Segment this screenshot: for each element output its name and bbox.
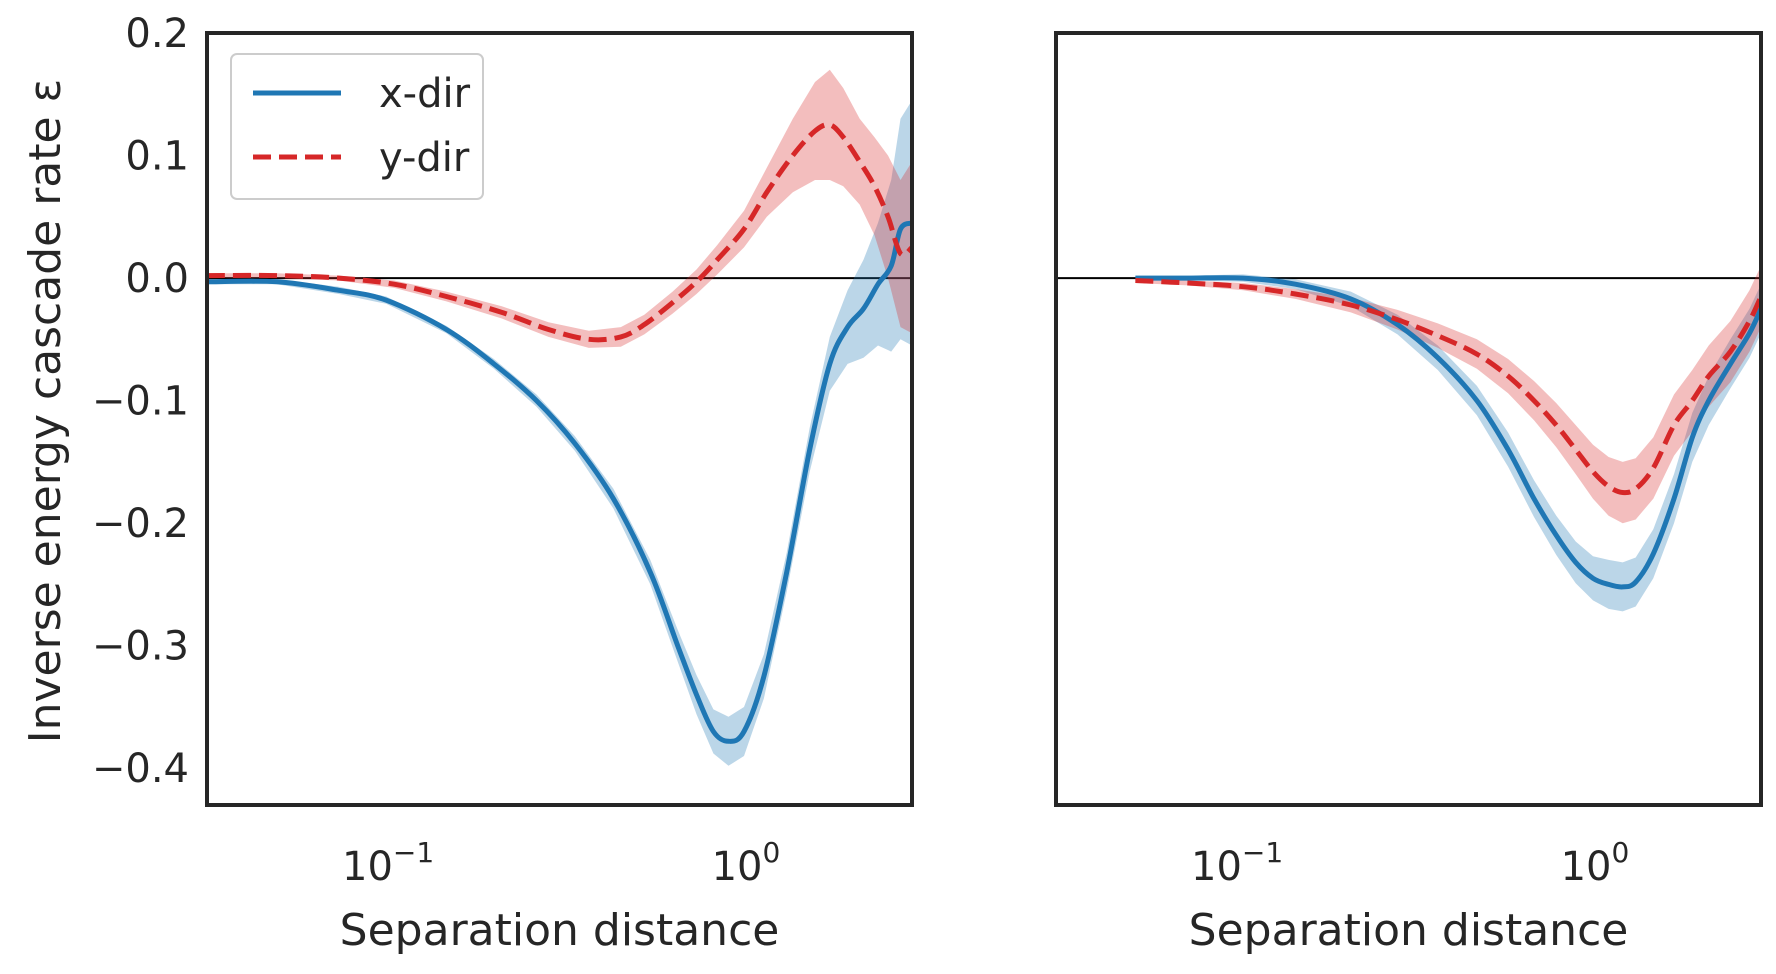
y-tick-label: 0.1 <box>125 134 189 180</box>
y-dir-confidence-band <box>1135 265 1761 524</box>
axes-frame <box>205 31 914 807</box>
y-tick-label: −0.2 <box>92 501 189 547</box>
plot-area <box>207 69 912 766</box>
y-tick-label: −0.3 <box>92 624 189 670</box>
x-tick-label: 100 <box>712 836 781 890</box>
legend-box <box>230 53 484 200</box>
x-tick-label: 10−1 <box>342 836 434 890</box>
y-tick-label: 0.2 <box>125 11 189 57</box>
x-axis-title: Separation distance <box>1189 905 1629 956</box>
y-dir-confidence-band <box>207 69 912 348</box>
x-dir-line <box>207 220 912 744</box>
legend-label-x-dir: x-dir <box>379 71 471 117</box>
y-dir-line <box>1135 278 1761 496</box>
y-dir-line <box>207 122 912 343</box>
plot-area <box>1056 265 1761 612</box>
x-tick-label: 100 <box>1561 836 1630 890</box>
x-dir-line <box>1135 275 1761 590</box>
x-tick-label: 10−1 <box>1191 836 1283 890</box>
y-tick-label: −0.1 <box>92 379 189 425</box>
panel-left: 10−1 100 Separation distance 0.2 0.1 0.0 −0.1 −… <box>20 11 914 956</box>
panel-right: 10−1 100 Separation distance <box>1054 31 1763 956</box>
axes-frame <box>1054 31 1763 807</box>
x-axis-title: Separation distance <box>340 905 780 956</box>
y-axis-title: Inverse energy cascade rate ε <box>20 79 71 744</box>
y-tick-label: 0.0 <box>125 256 189 302</box>
y-tick-label: −0.4 <box>92 746 189 792</box>
x-dir-confidence-band <box>207 100 912 766</box>
legend-label-y-dir: y-dir <box>379 135 470 181</box>
legend: x-dir y-dir <box>230 53 484 200</box>
